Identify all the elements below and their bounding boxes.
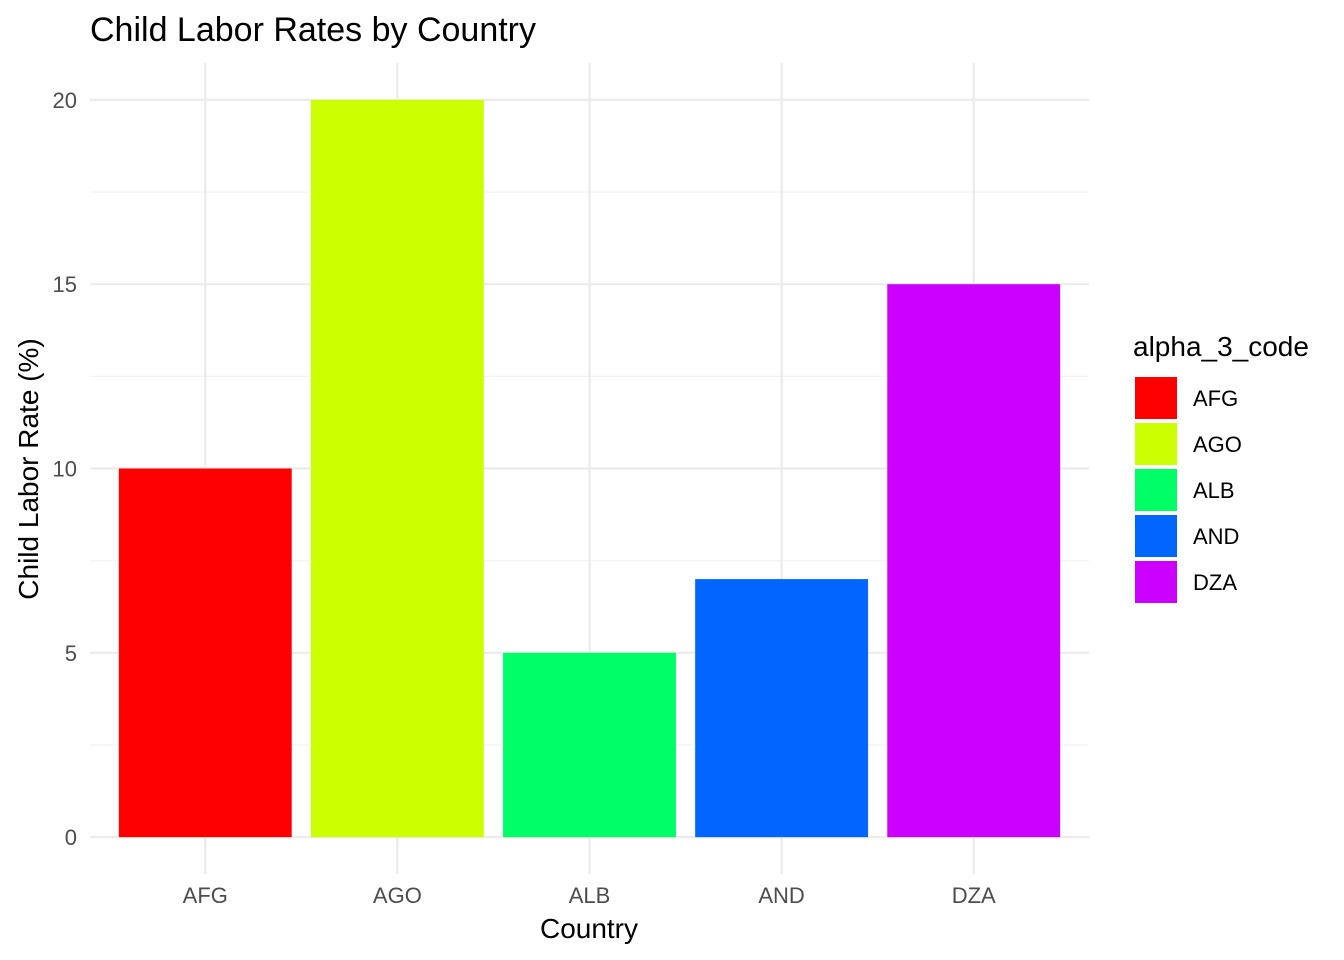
- legend-key-afg: [1135, 377, 1177, 419]
- legend-label: ALB: [1193, 478, 1235, 503]
- x-tick-label: DZA: [952, 883, 996, 908]
- bars: [118, 99, 1061, 838]
- y-tick-label: 20: [53, 88, 77, 113]
- legend: alpha_3_code AFG AGO ALB AND DZA: [1133, 331, 1309, 603]
- legend-key-dza: [1135, 561, 1177, 603]
- y-axis-ticks: 0 5 10 15 20: [53, 88, 77, 850]
- legend-key-alb: [1135, 469, 1177, 511]
- y-tick-label: 15: [53, 272, 77, 297]
- x-axis-ticks: AFG AGO ALB AND DZA: [183, 883, 996, 908]
- bar-and: [695, 579, 869, 838]
- legend-label: AGO: [1193, 432, 1242, 457]
- bar-dza: [887, 284, 1061, 838]
- legend-label: AFG: [1193, 386, 1238, 411]
- y-tick-label: 10: [53, 457, 77, 482]
- legend-key-ago: [1135, 423, 1177, 465]
- x-tick-label: AGO: [373, 883, 422, 908]
- y-tick-label: 5: [65, 641, 77, 666]
- y-tick-label: 0: [65, 825, 77, 850]
- bar-alb: [503, 652, 676, 838]
- x-tick-label: AND: [758, 883, 804, 908]
- y-axis-title: Child Labor Rate (%): [13, 338, 44, 599]
- bar-ago: [310, 99, 484, 838]
- x-axis-title: Country: [540, 913, 638, 944]
- legend-title: alpha_3_code: [1133, 331, 1309, 362]
- chart-title: Child Labor Rates by Country: [90, 11, 536, 49]
- legend-label: DZA: [1193, 570, 1237, 595]
- bar-afg: [118, 468, 292, 838]
- legend-label: AND: [1193, 524, 1239, 549]
- x-tick-label: AFG: [183, 883, 228, 908]
- legend-key-and: [1135, 515, 1177, 557]
- x-tick-label: ALB: [569, 883, 611, 908]
